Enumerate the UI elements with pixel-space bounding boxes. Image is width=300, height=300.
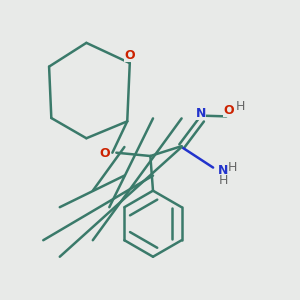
Text: N: N	[196, 107, 206, 120]
Text: O: O	[100, 147, 110, 160]
Text: N: N	[218, 164, 228, 177]
Text: O: O	[124, 49, 135, 62]
Text: H: H	[228, 161, 238, 174]
Text: H: H	[218, 174, 228, 187]
Text: O: O	[223, 104, 234, 117]
Text: H: H	[236, 100, 245, 113]
